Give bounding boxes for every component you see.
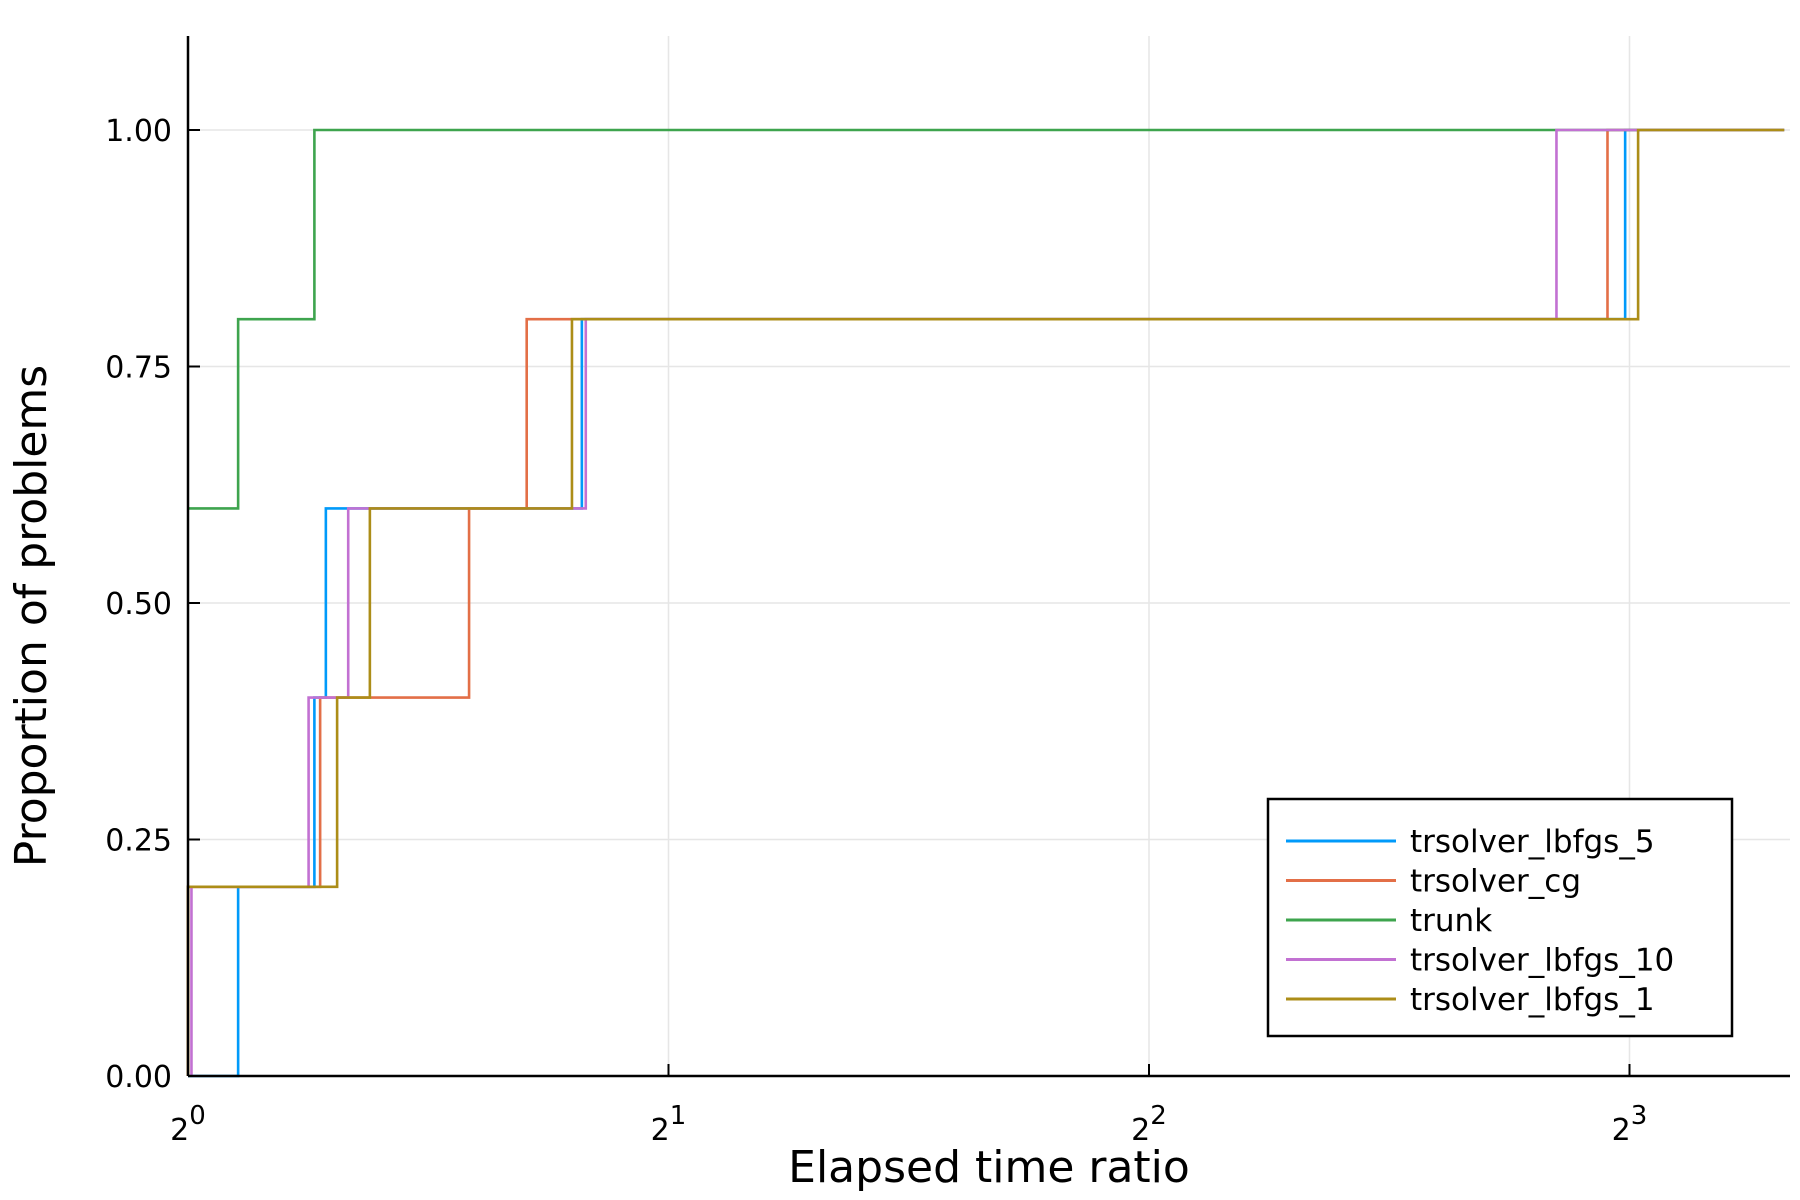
x-tick-label: 23 [1612, 1101, 1648, 1148]
legend-label: trsolver_lbfgs_1 [1410, 982, 1655, 1018]
series-line-trsolver_lbfgs_5 [188, 128, 1785, 1078]
legend-label: trsolver_lbfgs_10 [1410, 943, 1674, 979]
y-tick-label: 0.00 [105, 1060, 172, 1095]
x-tick-label: 22 [1131, 1101, 1167, 1148]
legend-label: trsolver_lbfgs_5 [1410, 824, 1655, 860]
x-tick-label: 20 [170, 1101, 206, 1148]
y-tick-label: 1.00 [105, 114, 172, 149]
y-axis-title: Proportion of problems [6, 365, 57, 867]
series-line-trsolver_lbfgs_1 [186, 128, 1785, 1076]
tick-labels: 20 21 22 23 0.00 0.25 0.50 0.75 1.00 [105, 114, 1647, 1148]
legend-label: trunk [1410, 903, 1492, 939]
y-tick-label: 0.25 [105, 824, 172, 859]
legend-box [1266, 797, 1734, 1038]
legend-label: trsolver_cg [1410, 864, 1581, 900]
x-tick-label: 21 [651, 1101, 687, 1148]
series-lines [186, 128, 1785, 1078]
y-tick-label: 0.75 [105, 351, 172, 386]
axes [186, 36, 1790, 1078]
x-axis-title: Elapsed time ratio [788, 1142, 1190, 1193]
y-tick-label: 0.50 [105, 587, 172, 622]
series-line-trunk [188, 128, 1785, 510]
